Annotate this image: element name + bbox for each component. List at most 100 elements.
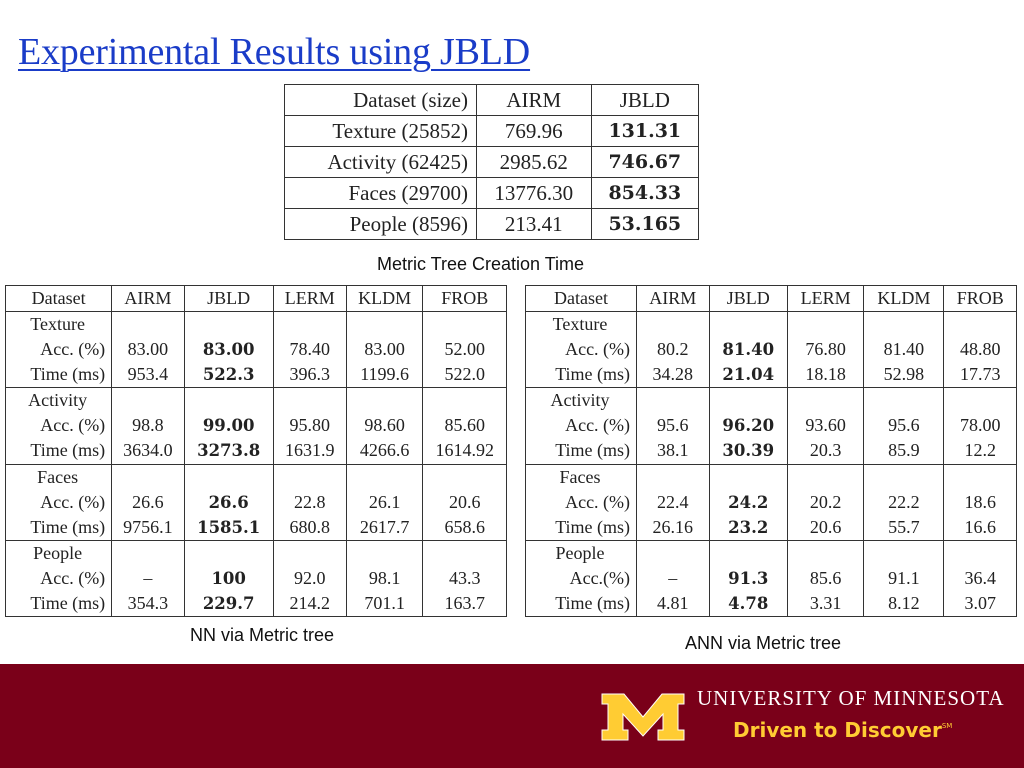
acc-value: 83.00 bbox=[364, 339, 405, 359]
time-value: 30.39 bbox=[722, 441, 775, 461]
table-row: Activity (62425) 2985.62 746.67 bbox=[284, 146, 700, 178]
kldm-cell: 95.6 85.9 bbox=[863, 387, 945, 465]
header-cell: FROB bbox=[943, 285, 1017, 312]
acc-value: 96.20 bbox=[722, 416, 775, 436]
dataset-name: People bbox=[33, 542, 83, 563]
acc-value: 26.6 bbox=[208, 492, 249, 512]
time-value: 85.9 bbox=[888, 440, 920, 461]
time-label: Time (ms) bbox=[30, 516, 106, 537]
jbld-cell: 26.6 1585.1 bbox=[183, 463, 274, 541]
time-value: 953.4 bbox=[127, 364, 169, 384]
acc-value: 98.1 bbox=[368, 567, 401, 588]
acc-value: 91.3 bbox=[728, 568, 769, 588]
acc-value: 99.00 bbox=[202, 416, 255, 436]
time-value: 1614.92 bbox=[435, 440, 494, 461]
jbld-cell: 81.40 21.04 bbox=[708, 310, 788, 389]
time-value: 16.6 bbox=[964, 516, 996, 537]
acc-value: 78.00 bbox=[959, 415, 1001, 436]
kldm-cell: 22.2 55.7 bbox=[863, 463, 945, 541]
table-row: Texture Acc. (%) Time (ms) 83.00 953.4 83… bbox=[4, 310, 507, 389]
time-label: Time (ms) bbox=[555, 364, 631, 384]
university-m-logo bbox=[601, 693, 685, 741]
time-value: 23.2 bbox=[728, 517, 769, 537]
time-value: 396.3 bbox=[289, 364, 331, 384]
dataset-cell: Activity Acc. (%) Time (ms) bbox=[524, 387, 638, 465]
airm-cell: 83.00 953.4 bbox=[111, 310, 185, 389]
acc-value: 80.2 bbox=[657, 339, 689, 359]
acc-label: Acc. (%) bbox=[40, 567, 106, 588]
time-value: 4.81 bbox=[657, 592, 689, 613]
time-value: 12.2 bbox=[964, 440, 996, 461]
time-value: 2617.7 bbox=[359, 516, 410, 537]
acc-value: 76.80 bbox=[805, 339, 846, 359]
row-label: Activity (62425) bbox=[284, 146, 477, 178]
table-row: Faces Acc. (%) Time (ms) 22.4 26.16 24.2 2… bbox=[524, 463, 1017, 541]
time-value: 3.31 bbox=[809, 592, 842, 613]
table-row: People (8596) 213.41 53.165 bbox=[284, 208, 700, 240]
time-value: 3273.8 bbox=[197, 441, 261, 461]
time-value: 163.7 bbox=[444, 592, 485, 613]
acc-value: – bbox=[143, 567, 153, 588]
time-value: 229.7 bbox=[202, 593, 255, 613]
time-label: Time (ms) bbox=[555, 516, 631, 537]
frob-cell: 52.00 522.0 bbox=[422, 310, 507, 389]
lerm-cell: 85.6 3.31 bbox=[786, 539, 865, 618]
kldm-cell: 98.1 701.1 bbox=[345, 539, 424, 618]
acc-value: 18.6 bbox=[964, 491, 996, 512]
slide-title: Experimental Results using JBLD bbox=[18, 31, 531, 73]
table-row: People Acc. (%) Time (ms) – 354.3 100 229.… bbox=[4, 539, 507, 618]
acc-value: 95.6 bbox=[888, 415, 920, 436]
acc-value: 52.00 bbox=[444, 339, 485, 359]
lerm-cell: 20.2 20.6 bbox=[786, 463, 865, 541]
dataset-cell: Faces Acc. (%) Time (ms) bbox=[4, 463, 113, 541]
table-row: Texture Acc. (%) Time (ms) 80.2 34.28 81.… bbox=[524, 310, 1017, 389]
creation-table-caption: Metric Tree Creation Time bbox=[377, 254, 585, 274]
table-header-row: Dataset AIRM JBLD LERM KLDM FROB bbox=[4, 285, 507, 312]
time-value: 522.0 bbox=[444, 364, 485, 384]
frob-cell: 18.6 16.6 bbox=[943, 463, 1017, 541]
airm-cell: – 354.3 bbox=[111, 539, 185, 618]
kldm-cell: 81.40 52.98 bbox=[863, 310, 945, 389]
time-value: 9756.1 bbox=[123, 516, 173, 537]
jbld-cell: 96.20 30.39 bbox=[708, 387, 788, 465]
lerm-cell: 95.80 1631.9 bbox=[272, 387, 347, 465]
dataset-cell: Faces Acc. (%) Time (ms) bbox=[524, 463, 638, 541]
ann-results-table: Dataset AIRM JBLD LERM KLDM FROB Texture… bbox=[524, 285, 1017, 618]
dataset-name: Faces bbox=[559, 466, 601, 487]
header-cell: Dataset (size) bbox=[284, 84, 477, 116]
time-value: 1199.6 bbox=[360, 364, 410, 384]
time-value: 38.1 bbox=[657, 440, 689, 461]
time-value: 20.6 bbox=[809, 516, 842, 537]
header-cell: FROB bbox=[422, 285, 507, 312]
acc-value: 91.1 bbox=[888, 567, 920, 588]
acc-value: 83.00 bbox=[127, 339, 169, 359]
time-value: 18.18 bbox=[805, 364, 846, 384]
lerm-cell: 92.0 214.2 bbox=[272, 539, 347, 618]
airm-cell: – 4.81 bbox=[636, 539, 710, 618]
header-cell: KLDM bbox=[863, 285, 945, 312]
acc-value: 48.80 bbox=[959, 339, 1001, 359]
frob-cell: 36.4 3.07 bbox=[943, 539, 1017, 618]
header-cell: JBLD bbox=[590, 84, 700, 116]
lerm-cell: 93.60 20.3 bbox=[786, 387, 865, 465]
acc-label: Acc. (%) bbox=[565, 339, 631, 359]
jbld-value: 746.67 bbox=[590, 146, 700, 178]
jbld-value: 131.31 bbox=[590, 115, 700, 147]
table-row: Activity Acc. (%) Time (ms) 98.8 3634.0 9… bbox=[4, 387, 507, 465]
tagline-text: Driven to Discover bbox=[733, 718, 942, 742]
jbld-cell: 83.00 522.3 bbox=[183, 310, 274, 389]
time-value: 522.3 bbox=[202, 365, 255, 384]
time-value: 8.12 bbox=[888, 592, 920, 613]
time-label: Time (ms) bbox=[555, 440, 631, 461]
header-cell: JBLD bbox=[708, 285, 788, 312]
dataset-name: Faces bbox=[37, 466, 79, 487]
jbld-value: 53.165 bbox=[590, 208, 700, 240]
airm-cell: 95.6 38.1 bbox=[636, 387, 710, 465]
acc-value: 26.1 bbox=[368, 491, 401, 512]
header-cell: AIRM bbox=[111, 285, 185, 312]
time-value: 21.04 bbox=[722, 365, 775, 384]
time-label: Time (ms) bbox=[555, 592, 631, 613]
acc-value: 43.3 bbox=[448, 567, 481, 588]
dataset-cell: People Acc.(%) Time (ms) bbox=[524, 539, 638, 618]
time-value: 34.28 bbox=[652, 364, 694, 384]
